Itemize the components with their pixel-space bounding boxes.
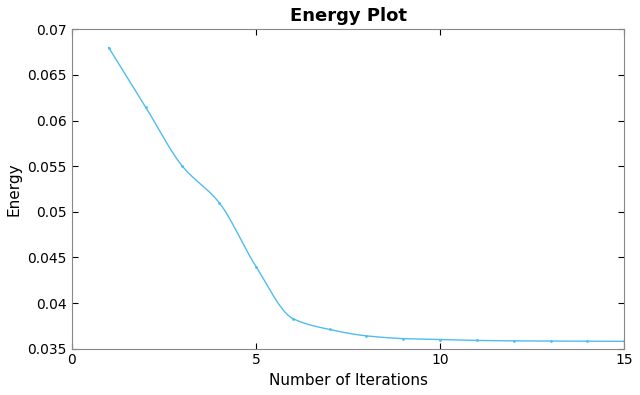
Y-axis label: Energy: Energy [7,162,22,216]
X-axis label: Number of Iterations: Number of Iterations [269,373,428,388]
Title: Energy Plot: Energy Plot [289,7,406,25]
